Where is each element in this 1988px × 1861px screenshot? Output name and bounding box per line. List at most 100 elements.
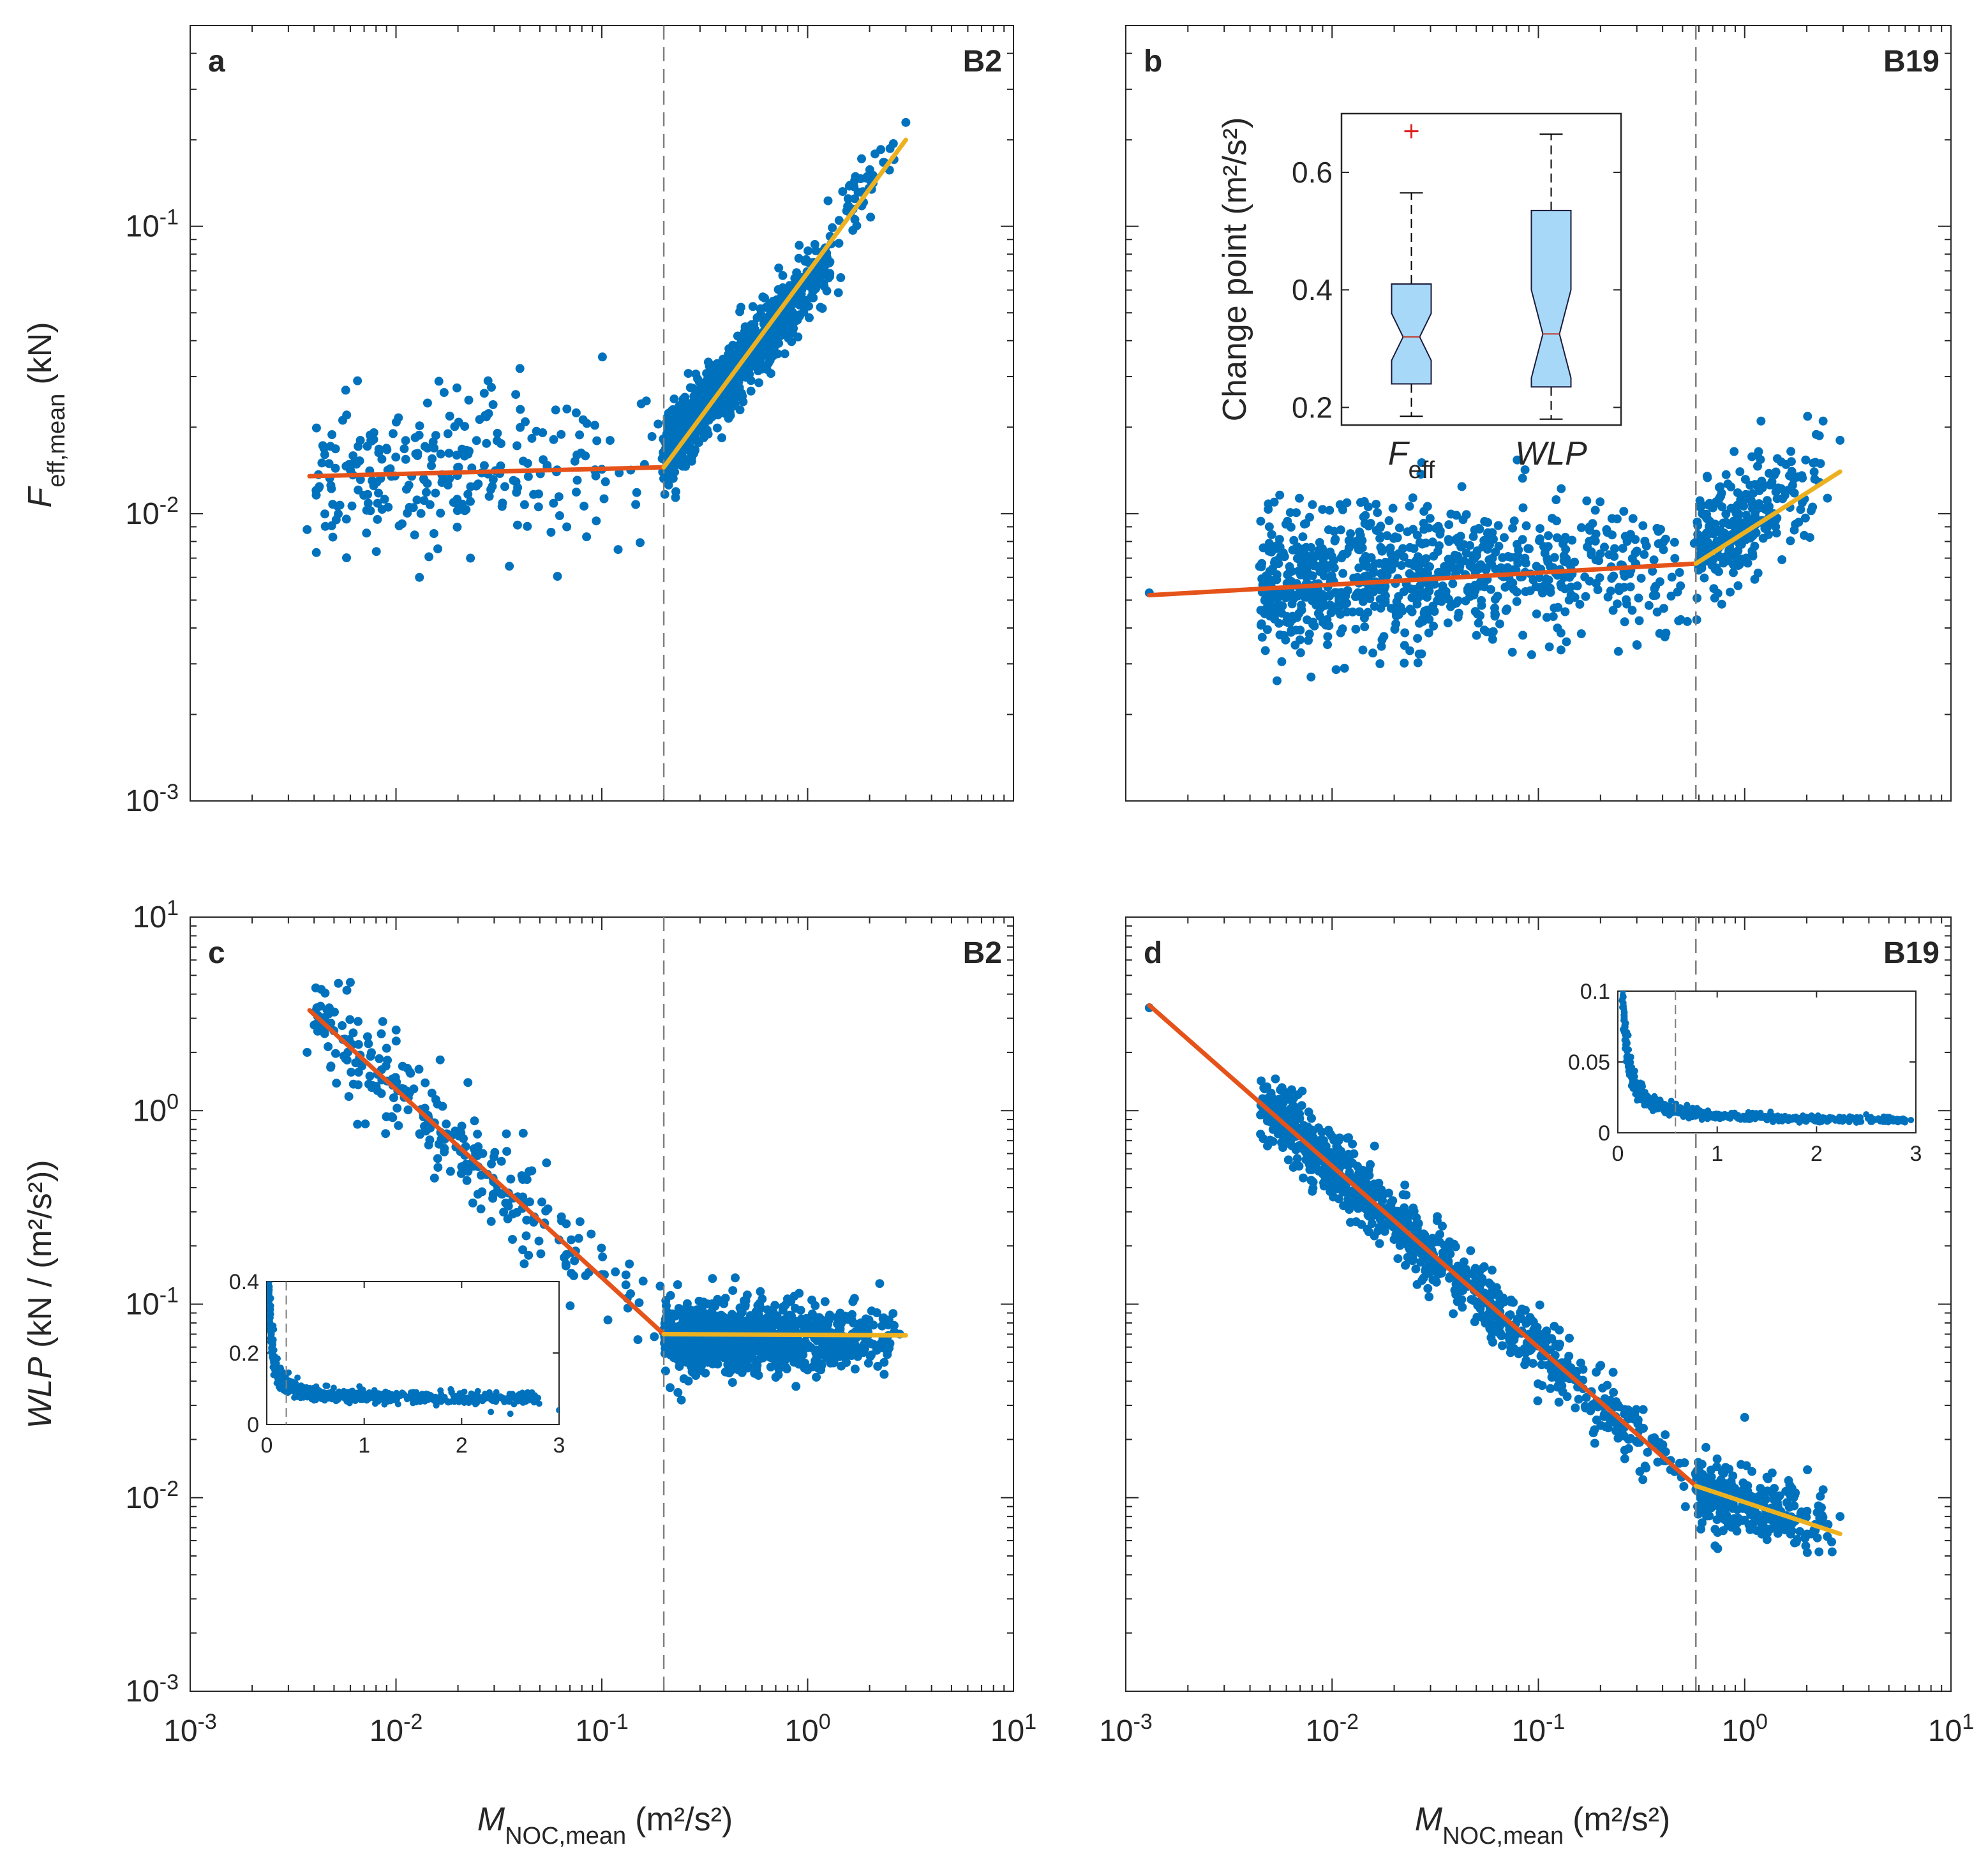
data-point bbox=[1488, 634, 1497, 644]
data-point bbox=[339, 1051, 348, 1061]
data-point bbox=[866, 213, 876, 222]
data-point bbox=[801, 297, 811, 307]
y-axis-label-bottom: WLP(kN / (m²/s²)) bbox=[22, 1160, 59, 1428]
data-point bbox=[1620, 617, 1629, 627]
data-point bbox=[869, 1340, 878, 1349]
inset-point bbox=[300, 1394, 307, 1401]
data-point bbox=[626, 1289, 635, 1299]
inset-point bbox=[267, 1294, 274, 1301]
data-point bbox=[654, 419, 663, 429]
data-point bbox=[1415, 618, 1424, 628]
data-point bbox=[675, 1358, 685, 1368]
data-point bbox=[1273, 676, 1282, 685]
data-point bbox=[773, 349, 782, 359]
x-tick-label: 100 bbox=[1722, 1710, 1768, 1748]
data-point bbox=[575, 1217, 585, 1227]
data-point bbox=[428, 454, 437, 463]
data-point bbox=[513, 483, 523, 492]
inset-point bbox=[297, 1389, 304, 1396]
data-point bbox=[835, 1308, 845, 1318]
inset-point bbox=[273, 1371, 280, 1378]
data-point bbox=[355, 475, 365, 484]
data-point bbox=[541, 1206, 551, 1216]
data-point bbox=[1733, 557, 1742, 566]
data-point bbox=[876, 1340, 885, 1349]
inset-y-tick-label: 0.4 bbox=[229, 1270, 259, 1294]
data-point bbox=[631, 500, 641, 509]
data-point bbox=[1790, 525, 1799, 535]
inset-point bbox=[410, 1400, 416, 1407]
data-point bbox=[1483, 544, 1492, 554]
data-point bbox=[597, 352, 607, 362]
inset-y-tick-label: 0 bbox=[247, 1413, 259, 1437]
data-point bbox=[1399, 587, 1409, 597]
data-point bbox=[457, 1121, 467, 1131]
data-point bbox=[1275, 490, 1285, 500]
data-point bbox=[1296, 635, 1304, 645]
inset-point bbox=[490, 1398, 497, 1405]
data-point bbox=[1620, 571, 1629, 581]
data-point bbox=[382, 444, 391, 453]
data-point bbox=[702, 1324, 712, 1333]
data-point bbox=[1419, 525, 1429, 534]
inset-point bbox=[267, 1282, 273, 1285]
data-point bbox=[771, 1361, 781, 1370]
data-point bbox=[1806, 506, 1816, 516]
data-point bbox=[486, 1216, 496, 1226]
data-point bbox=[1538, 588, 1547, 598]
data-point bbox=[1659, 537, 1668, 547]
data-point bbox=[597, 1243, 606, 1253]
data-point bbox=[1312, 562, 1321, 571]
data-point bbox=[601, 477, 610, 486]
data-point bbox=[664, 408, 673, 418]
data-point bbox=[1277, 657, 1287, 666]
data-point bbox=[1282, 617, 1291, 627]
data-point bbox=[1463, 587, 1472, 596]
ticks-a bbox=[190, 25, 1013, 802]
data-point bbox=[1310, 621, 1319, 631]
data-point bbox=[1717, 599, 1726, 609]
data-point bbox=[470, 1116, 479, 1126]
data-point bbox=[793, 1338, 802, 1347]
data-point bbox=[502, 1129, 511, 1139]
data-point bbox=[778, 271, 788, 280]
data-point bbox=[303, 1047, 312, 1057]
data-point bbox=[671, 487, 680, 497]
data-point bbox=[791, 1345, 800, 1354]
data-point bbox=[799, 308, 809, 317]
data-point bbox=[516, 405, 525, 414]
data-point bbox=[1620, 532, 1630, 541]
data-point bbox=[669, 394, 679, 404]
inset-point bbox=[269, 1348, 276, 1355]
data-point bbox=[1335, 500, 1345, 509]
data-point bbox=[1303, 569, 1313, 578]
data-point bbox=[1818, 416, 1828, 426]
data-point bbox=[427, 1088, 437, 1098]
data-point bbox=[374, 448, 384, 458]
data-point bbox=[708, 1359, 717, 1369]
data-point bbox=[1433, 596, 1442, 606]
data-point bbox=[1697, 500, 1706, 509]
data-point bbox=[377, 1089, 386, 1098]
inset-point bbox=[441, 1396, 448, 1403]
data-point bbox=[403, 1105, 413, 1115]
data-point bbox=[1274, 600, 1283, 609]
inset-point bbox=[519, 1392, 526, 1399]
data-point bbox=[1449, 599, 1458, 609]
data-point bbox=[371, 547, 381, 557]
data-point bbox=[1393, 533, 1402, 542]
data-point bbox=[1394, 523, 1404, 533]
data-point bbox=[1560, 557, 1569, 567]
data-point bbox=[1404, 558, 1414, 568]
inset-point bbox=[285, 1382, 292, 1389]
fit-line-high bbox=[661, 137, 908, 470]
data-point bbox=[410, 530, 419, 540]
data-point bbox=[828, 223, 837, 232]
y-tick-label: 10-3 bbox=[125, 780, 179, 818]
data-point bbox=[499, 1207, 509, 1217]
data-point bbox=[592, 516, 601, 526]
data-point bbox=[1721, 470, 1731, 479]
data-point bbox=[422, 488, 431, 497]
data-point bbox=[555, 511, 564, 520]
data-point bbox=[850, 214, 860, 224]
